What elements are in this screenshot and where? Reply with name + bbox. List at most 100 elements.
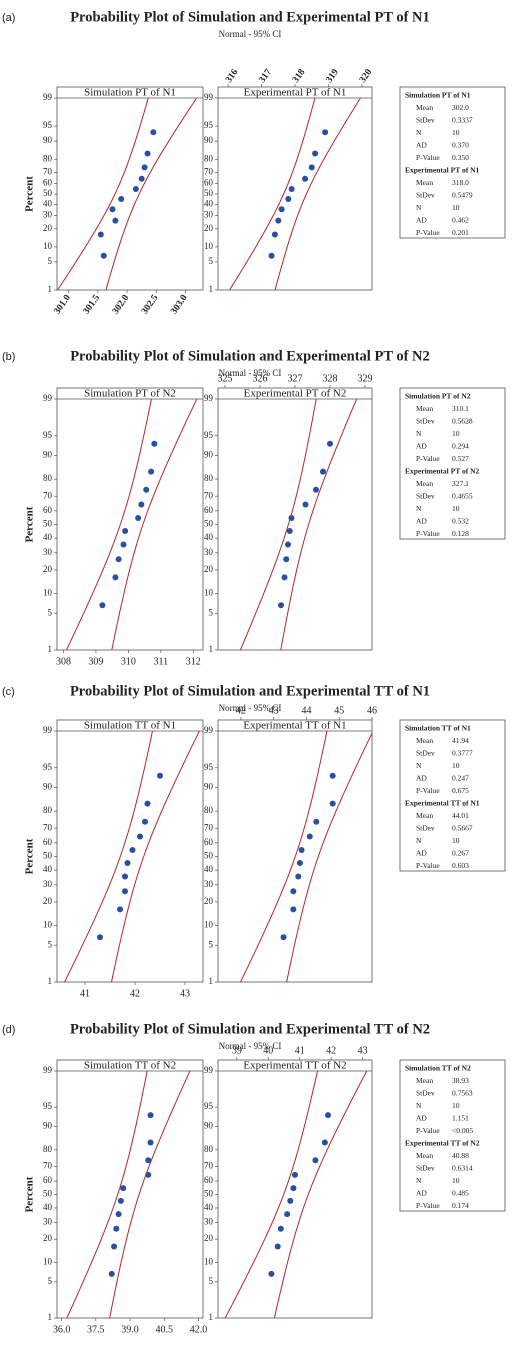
data-point xyxy=(284,1211,291,1218)
data-point xyxy=(137,833,143,840)
stats-value: 1.151 xyxy=(452,1114,469,1123)
chart-title: Probability Plot of Simulation and Exper… xyxy=(70,9,430,25)
stats-value: 302.0 xyxy=(452,103,469,112)
chart-subtitle: Normal - 95% CI xyxy=(219,29,282,39)
stats-name: AD xyxy=(416,774,427,783)
data-point xyxy=(308,164,315,171)
stats-value: 0.3337 xyxy=(452,116,473,125)
y-tick-label: 30 xyxy=(204,879,214,889)
ci-band xyxy=(273,1071,368,1318)
stats-heading: Experimental TT of N1 xyxy=(405,799,480,808)
data-point xyxy=(129,846,136,853)
y-tick-label: 40 xyxy=(43,1202,53,1212)
data-point xyxy=(147,1139,154,1146)
ci-band xyxy=(65,399,152,650)
y-tick-label: 10 xyxy=(43,241,53,251)
y-tick-label: 1 xyxy=(209,284,214,294)
data-point xyxy=(138,501,145,508)
stats-name: Mean xyxy=(416,103,433,112)
x-tick-label: 317 xyxy=(258,67,275,85)
data-point xyxy=(313,818,320,825)
data-point xyxy=(280,934,287,941)
stats-name: N xyxy=(416,504,422,513)
chart-subtitle: Normal - 95% CI xyxy=(219,368,282,378)
stats-heading: Experimental TT of N2 xyxy=(405,1139,480,1148)
data-point xyxy=(274,1243,281,1250)
data-point xyxy=(157,772,163,779)
stats-heading: Experimental PT of N1 xyxy=(405,166,479,175)
data-point xyxy=(277,1225,284,1232)
stats-name: P-Value xyxy=(416,861,440,870)
y-tick-label: 5 xyxy=(48,939,53,949)
data-point xyxy=(117,1197,124,1204)
y-tick-label: 40 xyxy=(204,864,214,874)
y-tick-label: 60 xyxy=(43,837,53,847)
subplot-title: Experimental TT of N2 xyxy=(243,1060,346,1072)
x-tick-label: 302.0 xyxy=(111,293,132,316)
x-tick-label: 39 xyxy=(232,1045,242,1056)
y-tick-label: 30 xyxy=(43,547,53,557)
chart-subtitle: Normal - 95% CI xyxy=(219,1041,282,1051)
y-tick-label: 40 xyxy=(43,864,53,874)
ci-band xyxy=(286,731,372,982)
stats-name: Mean xyxy=(416,178,433,187)
stats-value: 0.5667 xyxy=(452,824,473,833)
x-tick-label: 325 xyxy=(218,373,233,384)
y-axis-label: Percent xyxy=(24,838,36,874)
stats-name: Mean xyxy=(416,811,433,820)
y-tick-label: 99 xyxy=(204,92,214,102)
y-tick-label: 10 xyxy=(43,588,53,598)
data-point xyxy=(143,486,150,493)
stats-name: StDev xyxy=(416,191,435,200)
data-point xyxy=(113,1225,120,1232)
data-point xyxy=(285,195,292,202)
chart-title: Probability Plot of Simulation and Exper… xyxy=(70,1021,430,1037)
data-point xyxy=(144,150,151,157)
y-tick-label: 70 xyxy=(43,490,53,500)
stats-value: 0.603 xyxy=(452,861,469,870)
stats-name: N xyxy=(416,128,422,137)
x-tick-label: 43 xyxy=(358,1045,368,1056)
subplot-title: Experimental PT of N2 xyxy=(244,388,347,400)
data-point xyxy=(117,906,123,913)
plot-frame xyxy=(56,1059,204,1319)
y-tick-label: 50 xyxy=(204,519,214,529)
stats-value: 0.527 xyxy=(452,454,469,463)
data-point xyxy=(268,252,275,259)
data-point xyxy=(322,129,329,136)
data-point xyxy=(312,1157,319,1164)
ci-band xyxy=(64,731,154,982)
stats-value: 0.267 xyxy=(452,849,469,858)
x-tick-label: 320 xyxy=(358,67,375,85)
y-tick-label: 10 xyxy=(204,588,214,598)
x-tick-label: 303.0 xyxy=(169,293,190,316)
x-tick-label: 327 xyxy=(288,373,303,384)
x-tick-label: 312 xyxy=(186,656,201,667)
data-point xyxy=(281,574,288,581)
x-tick-label: 328 xyxy=(323,373,338,384)
x-tick-label: 46 xyxy=(367,705,377,716)
y-tick-label: 90 xyxy=(43,135,53,145)
y-tick-label: 50 xyxy=(43,851,53,861)
x-tick-label: 318 xyxy=(291,67,308,85)
y-axis-label: Percent xyxy=(24,1176,36,1212)
stats-name: StDev xyxy=(416,116,435,125)
chart-subtitle: Normal - 95% CI xyxy=(219,703,282,713)
y-axis-label: Percent xyxy=(24,176,36,212)
data-point xyxy=(288,514,295,521)
stats-value: 10 xyxy=(452,761,460,770)
stats-value: 0.3777 xyxy=(452,749,473,758)
stats-heading: Simulation PT of N1 xyxy=(405,91,471,100)
stats-name: N xyxy=(416,1101,422,1110)
ci-band xyxy=(66,1071,148,1318)
data-point xyxy=(108,1270,115,1277)
stats-heading: Experimental PT of N2 xyxy=(405,467,479,476)
data-point xyxy=(115,556,122,563)
stats-name: AD xyxy=(416,849,427,858)
y-tick-label: 70 xyxy=(204,822,214,832)
stats-value: 318.0 xyxy=(452,178,469,187)
data-point xyxy=(138,175,145,182)
stats-value: 10 xyxy=(452,429,460,438)
stats-name: N xyxy=(416,1176,422,1185)
